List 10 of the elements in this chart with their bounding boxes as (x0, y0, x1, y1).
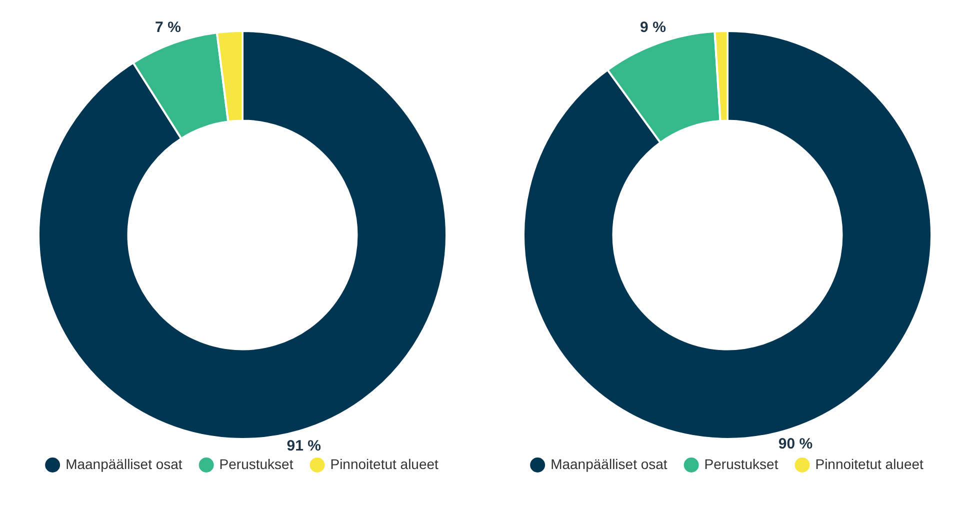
data-label: 7 % (155, 19, 181, 36)
legend-label: Perustukset (704, 456, 778, 472)
legend-label: Maanpäälliset osat (550, 456, 668, 472)
legend-label: Pinnoitetut alueet (815, 456, 924, 472)
legend-label: Perustukset (219, 456, 294, 472)
data-label: 9 % (640, 19, 666, 36)
data-label: 91 % (286, 437, 321, 454)
legend-label: Maanpäälliset osat (66, 456, 182, 472)
data-label: 90 % (778, 435, 813, 452)
legend-label: Pinnoitetut alueet (330, 456, 439, 472)
